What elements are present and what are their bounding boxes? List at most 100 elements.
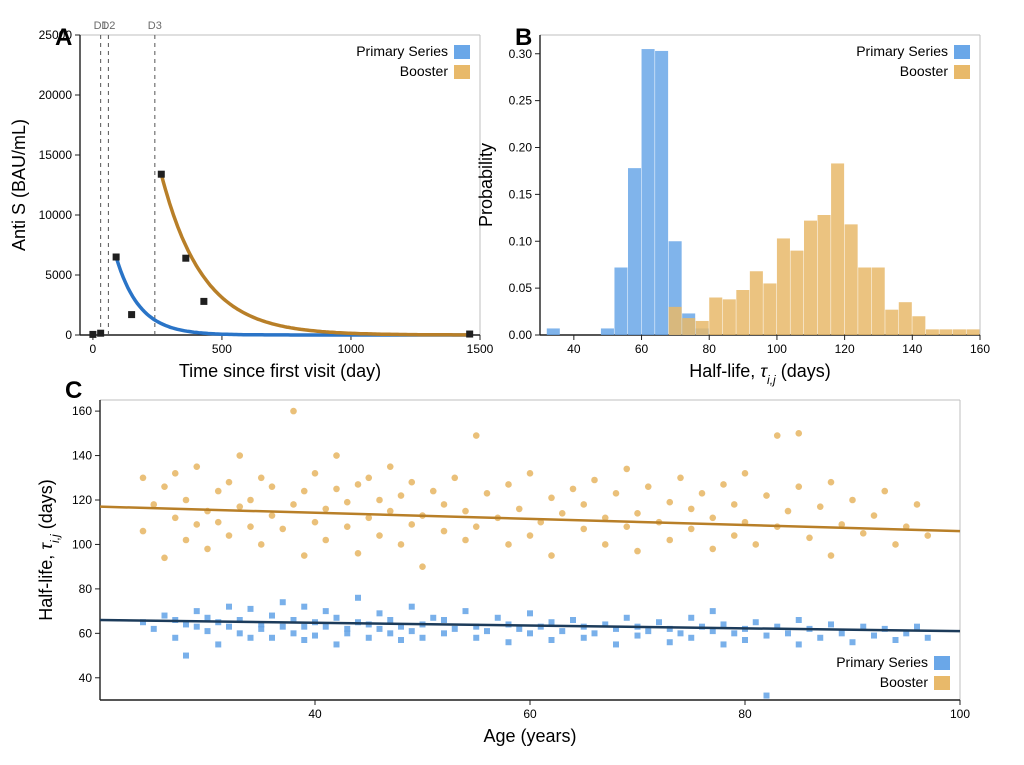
primary-point <box>323 608 329 614</box>
booster-point <box>527 532 534 539</box>
histogram-bar <box>655 51 668 335</box>
ytick: 0.25 <box>509 94 533 108</box>
booster-point <box>688 526 695 533</box>
primary-point <box>323 624 329 630</box>
histogram-bar <box>642 49 655 335</box>
primary-point <box>549 637 555 643</box>
booster-point <box>742 470 749 477</box>
booster-point <box>344 523 351 530</box>
booster-point <box>580 501 587 508</box>
legend-swatch <box>954 45 970 59</box>
primary-point <box>151 626 157 632</box>
booster-point <box>226 532 233 539</box>
primary-point <box>430 615 436 621</box>
primary-point <box>377 626 383 632</box>
booster-point <box>892 541 899 548</box>
panel-b-legend: Primary SeriesBooster <box>856 43 970 79</box>
primary-point <box>527 610 533 616</box>
booster-point <box>183 537 190 544</box>
booster-point <box>290 501 297 508</box>
dose-label: D2 <box>101 20 115 32</box>
booster-point <box>527 470 534 477</box>
booster-point <box>408 479 415 486</box>
histogram-bar <box>628 168 641 335</box>
primary-point <box>731 630 737 636</box>
histogram-bar <box>696 321 709 335</box>
legend-label: Booster <box>880 674 929 690</box>
primary-point <box>495 615 501 621</box>
booster-point <box>763 492 770 499</box>
primary-point <box>785 630 791 636</box>
xtick: 100 <box>767 342 787 356</box>
booster-point <box>785 508 792 515</box>
primary-point <box>656 619 662 625</box>
booster-point <box>602 541 609 548</box>
histogram-bar <box>858 268 871 336</box>
booster-point <box>322 506 329 513</box>
primary-point <box>387 630 393 636</box>
booster-point <box>204 546 211 553</box>
primary-point <box>484 628 490 634</box>
primary-point <box>839 630 845 636</box>
panel-a-xlabel: Time since first visit (day) <box>179 361 381 381</box>
panel-c: C406080100406080100120140160Age (years)H… <box>36 377 970 746</box>
booster-point <box>365 474 372 481</box>
primary-point <box>377 610 383 616</box>
booster-point <box>236 503 243 510</box>
data-marker <box>97 330 104 337</box>
primary-point <box>753 619 759 625</box>
booster-point <box>150 501 157 508</box>
histogram-bar <box>831 163 844 335</box>
booster-point <box>226 479 233 486</box>
xtick: 140 <box>902 342 922 356</box>
primary-point <box>248 606 254 612</box>
booster-point <box>387 508 394 515</box>
primary-point <box>914 624 920 630</box>
histogram-bar <box>845 224 858 335</box>
primary-point <box>463 608 469 614</box>
booster-point <box>613 490 620 497</box>
booster-point <box>258 541 265 548</box>
primary-point <box>420 635 426 641</box>
booster-point <box>570 486 577 493</box>
primary-point <box>301 637 307 643</box>
primary-point <box>441 630 447 636</box>
ytick: 0.30 <box>509 47 533 61</box>
booster-point <box>236 452 243 459</box>
primary-point <box>688 635 694 641</box>
booster-point <box>355 550 362 557</box>
legend-label: Primary Series <box>356 43 448 59</box>
histogram-bar <box>723 299 736 335</box>
booster-point <box>914 501 921 508</box>
primary-point <box>796 617 802 623</box>
data-marker <box>200 298 207 305</box>
booster-point <box>817 503 824 510</box>
booster-point <box>559 510 566 517</box>
dose-label: D3 <box>148 20 162 32</box>
histogram-bar <box>885 310 898 335</box>
ytick: 140 <box>72 449 92 463</box>
primary-point <box>172 635 178 641</box>
primary-point <box>721 621 727 627</box>
data-marker <box>113 254 120 261</box>
booster-point <box>462 537 469 544</box>
primary-point <box>635 633 641 639</box>
booster-point <box>140 528 147 535</box>
data-marker <box>128 311 135 318</box>
histogram-bar <box>872 268 885 336</box>
panel-c-xlabel: Age (years) <box>483 726 576 746</box>
data-marker <box>89 331 96 338</box>
booster-point <box>355 481 362 488</box>
primary-point <box>721 641 727 647</box>
histogram-bar <box>899 302 912 335</box>
primary-point <box>710 608 716 614</box>
primary-point <box>828 621 834 627</box>
panel-a-ylabel: Anti S (BAU/mL) <box>9 119 29 251</box>
booster-point <box>376 497 383 504</box>
data-marker <box>158 171 165 178</box>
booster-point <box>140 474 147 481</box>
primary-point <box>301 624 307 630</box>
histogram-bar <box>709 298 722 336</box>
booster-point <box>301 488 308 495</box>
primary-point <box>817 635 823 641</box>
